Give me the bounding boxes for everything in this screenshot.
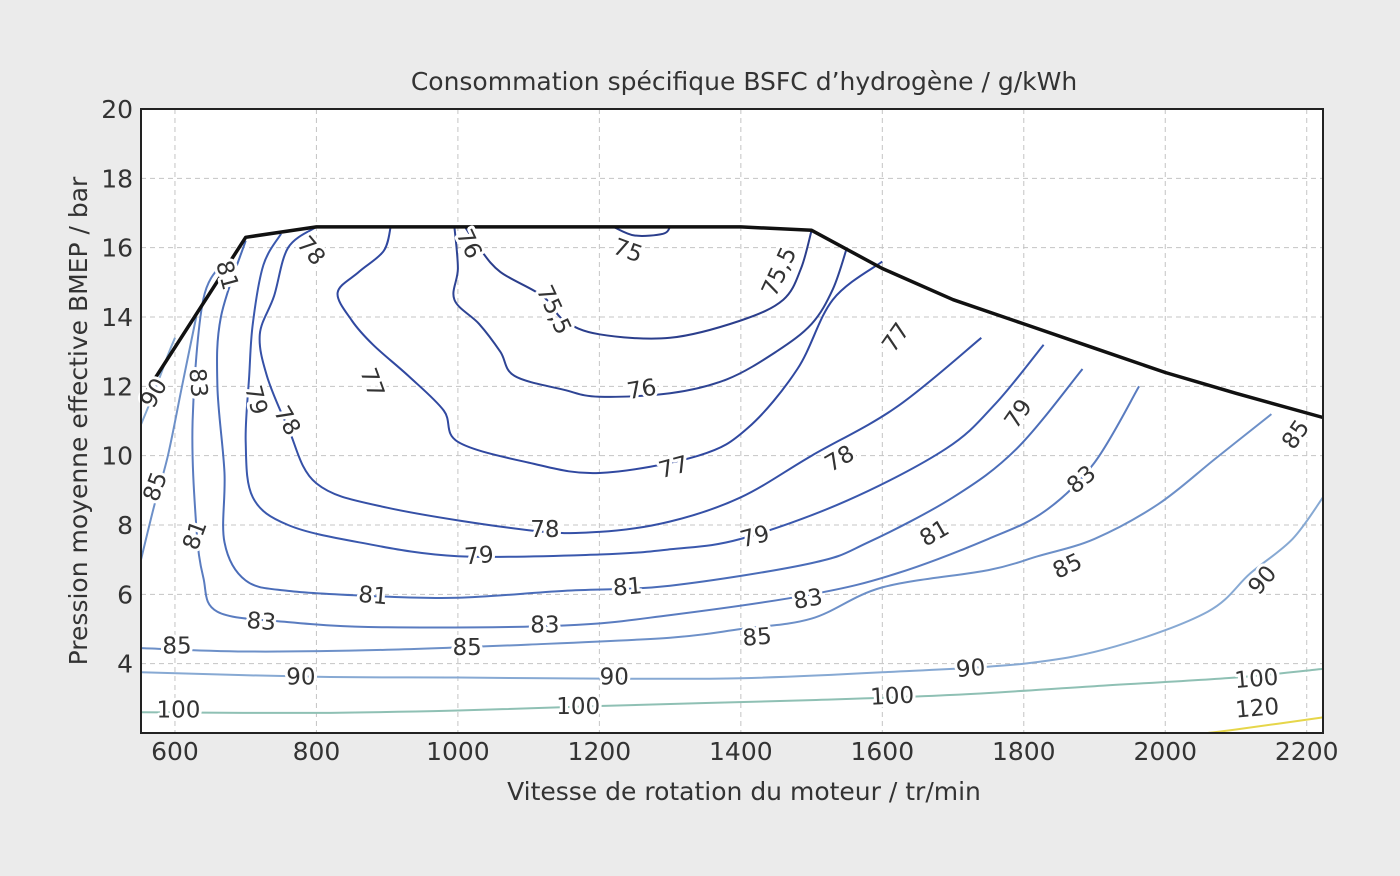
contour-line-90 [140,337,176,425]
x-tick-label: 1000 [426,737,490,766]
contour-label: 83 [791,584,824,615]
x-tick-label: 1200 [568,737,632,766]
contour-line-85 [140,413,1273,653]
contour-line-85 [140,316,198,560]
y-tick-label: 16 [101,234,133,263]
contour-label: 90 [286,665,315,691]
y-axis-ticks: 4 6 8 10 12 14 16 18 20 [101,95,133,679]
contour-label: 79 [463,542,494,570]
contour-label: 76 [625,374,658,405]
contour-label: 85 [741,623,772,651]
full-load-curve [139,225,1324,420]
plot-area [141,109,1323,733]
contour-label: 83 [246,608,277,636]
contour-label: 90 [600,665,629,691]
chart-title: Consommation spécifique BSFC d’hydrogène… [411,67,1077,96]
contour-label: 100 [157,697,201,723]
y-tick-label: 20 [101,95,133,124]
contour-label: 100 [556,694,600,720]
contour-line-75,5 [464,226,813,340]
contour-label: 83 [183,367,211,398]
grid-lines [141,108,1323,733]
contour-label: 78 [530,517,559,543]
contour-line-100 [140,667,1324,714]
y-tick-label: 18 [101,164,133,193]
contour-line-77 [336,226,883,475]
contour-line-76 [452,226,848,398]
plot-frame [140,108,1324,734]
y-tick-label: 8 [117,511,133,540]
y-tick-label: 10 [101,442,133,471]
x-axis-label: Vitesse de rotation du moteur / tr/min [507,777,981,806]
x-tick-label: 2000 [1133,737,1197,766]
contour-line-79 [244,233,1045,558]
contour-label: 85 [452,635,481,661]
y-axis-label: Pression moyenne effective BMEP / bar [64,176,93,665]
x-tick-label: 2200 [1275,737,1339,766]
y-tick-label: 14 [101,303,133,332]
contour-label: 90 [955,655,986,683]
x-tick-label: 1600 [851,737,915,766]
x-tick-label: 1800 [992,737,1056,766]
contour-lines [140,225,1324,734]
contour-label: 83 [530,613,559,639]
contour-label: 120 [1234,694,1280,724]
contour-line-90 [140,496,1324,680]
contour-label: 85 [162,633,191,659]
contour-line-78 [258,226,982,535]
contour-label: 100 [870,682,915,710]
y-tick-label: 6 [117,580,133,609]
contour-line-83 [191,260,1140,629]
contour-label: 81 [612,573,643,601]
y-tick-label: 4 [117,650,133,679]
x-tick-label: 1400 [709,737,773,766]
x-axis-ticks: 600 800 1000 1200 1400 1600 1800 2000 2200 [151,737,1338,766]
contour-line-75 [613,225,671,237]
contour-label: 100 [1234,664,1280,694]
contour-label: 81 [357,582,388,610]
contour-line-81 [215,240,1084,600]
y-tick-label: 12 [101,372,133,401]
x-tick-label: 800 [293,737,341,766]
x-tick-label: 600 [151,737,199,766]
